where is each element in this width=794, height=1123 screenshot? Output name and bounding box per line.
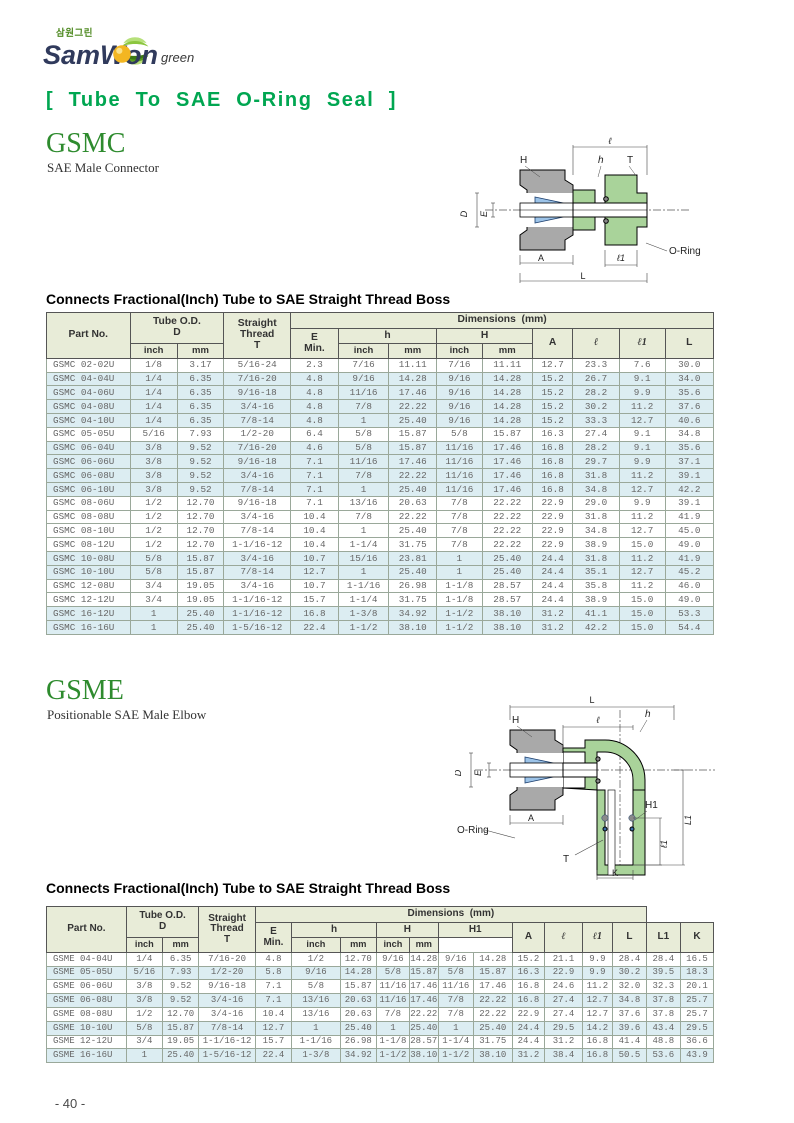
svg-text:H: H bbox=[512, 715, 519, 726]
svg-text:D: D bbox=[455, 769, 463, 776]
svg-text:ℓ: ℓ bbox=[596, 715, 600, 725]
svg-text:E: E bbox=[473, 769, 483, 776]
svg-text:green: green bbox=[161, 50, 194, 65]
svg-text:K: K bbox=[612, 868, 618, 878]
svg-text:L1: L1 bbox=[683, 815, 693, 825]
svg-text:L: L bbox=[589, 695, 594, 705]
svg-text:H: H bbox=[520, 155, 527, 166]
svg-text:T: T bbox=[563, 854, 569, 865]
svg-text:D: D bbox=[459, 210, 469, 217]
svg-text:O-Ring: O-Ring bbox=[669, 246, 701, 257]
svg-text:ℓ: ℓ bbox=[608, 136, 612, 146]
svg-text:ℓ1: ℓ1 bbox=[659, 840, 669, 849]
svg-text:L: L bbox=[580, 271, 585, 281]
svg-text:T: T bbox=[627, 155, 633, 166]
svg-text:SamWon: SamWon bbox=[43, 40, 158, 70]
svg-text:A: A bbox=[528, 813, 534, 823]
svg-text:h: h bbox=[645, 709, 651, 720]
svg-text:A: A bbox=[538, 253, 544, 263]
svg-text:h: h bbox=[598, 155, 604, 166]
svg-text:삼원그린: 삼원그린 bbox=[56, 27, 93, 39]
svg-text:H1: H1 bbox=[645, 800, 658, 811]
svg-text:E: E bbox=[479, 210, 489, 217]
svg-text:ℓ1: ℓ1 bbox=[616, 253, 625, 263]
svg-text:O-Ring: O-Ring bbox=[457, 825, 489, 836]
